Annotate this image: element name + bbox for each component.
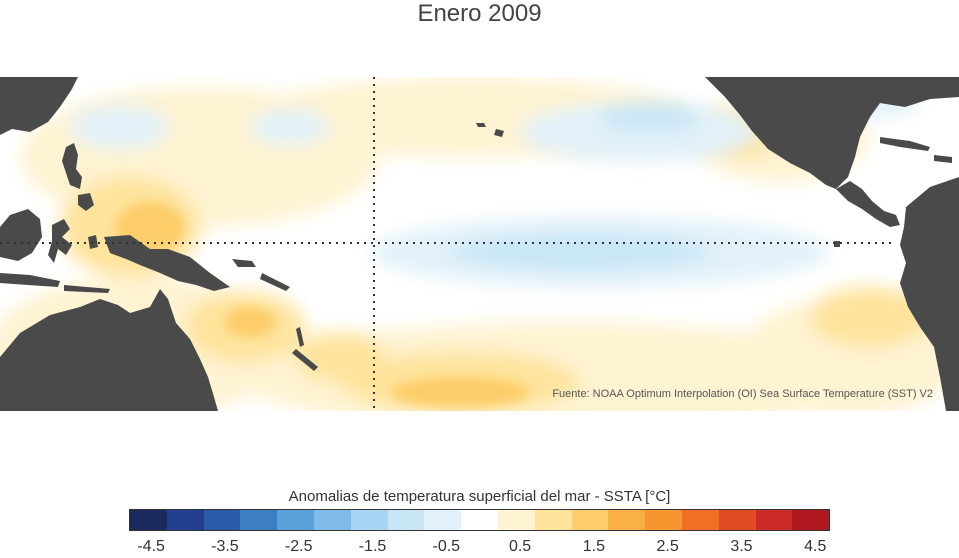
colorbar-tick-label: 3.5	[730, 538, 753, 555]
colorbar-cell	[277, 510, 314, 530]
colorbar-cell	[645, 510, 682, 530]
colorbar-cell	[608, 510, 646, 530]
colorbar-tick-label: -3.5	[211, 538, 239, 555]
cool-anomaly-field	[70, 77, 920, 287]
land-philippines	[62, 143, 82, 189]
colorbar-cell	[755, 510, 793, 530]
colorbar-tick-label: -4.5	[137, 538, 165, 555]
colorbar-tick-label: 0.5	[508, 538, 532, 555]
colorbar-cell	[497, 510, 535, 530]
land-south-america	[900, 177, 959, 411]
land-galapagos	[834, 241, 840, 247]
colorbar-cell	[461, 510, 498, 530]
land-vanuatu	[296, 327, 304, 347]
colorbar-tick-label: 2.5	[656, 538, 679, 555]
colorbar-cell	[792, 510, 830, 530]
colorbar-cell	[240, 510, 278, 530]
colorbar-cell	[166, 510, 204, 530]
colorbar-cell	[534, 510, 572, 530]
land-cuba	[880, 137, 930, 151]
map-title: Enero 2009	[417, 0, 542, 27]
land-hawaii	[476, 123, 486, 127]
land-australia	[0, 289, 218, 411]
colorbar-tick-label: 1.5	[582, 538, 605, 555]
colorbar-label: Anomalias de temperatura superficial del…	[288, 488, 671, 505]
land-hawaii-big	[494, 129, 504, 137]
colorbar	[129, 509, 830, 531]
land-java	[0, 273, 60, 287]
land-solomon	[260, 273, 290, 291]
land-sulawesi	[48, 219, 72, 263]
colorbar-tick-label: -1.5	[358, 538, 387, 555]
sst-anomaly-map	[0, 77, 959, 411]
colorbar-cell	[313, 510, 351, 530]
colorbar-cell	[424, 510, 462, 530]
colorbar-tick-label: -2.5	[284, 538, 313, 555]
colorbar-cell	[718, 510, 756, 530]
colorbar-cell	[387, 510, 425, 530]
land-hispaniola	[934, 155, 952, 163]
land-central-america	[836, 181, 900, 227]
land-lesser-sunda	[64, 285, 110, 293]
land-new-britain	[232, 259, 256, 267]
land-masses	[0, 77, 959, 411]
colorbar-cell	[203, 510, 241, 530]
land-new-caledonia	[292, 349, 318, 371]
map-canvas	[0, 77, 959, 411]
land-asia	[0, 77, 78, 135]
land-borneo	[0, 209, 42, 261]
colorbar-cell	[350, 510, 388, 530]
colorbar-ticks: -4.5 -3.5 -2.5 -1.5 -0.5 0.5 1.5 2.5 3.5 4.5	[0, 538, 959, 558]
land-north-america	[705, 77, 959, 189]
colorbar-tick-label: -0.5	[432, 538, 461, 555]
land-philippines-south	[78, 193, 94, 211]
land-new-guinea	[104, 235, 230, 291]
colorbar-tick-label: 4.5	[804, 538, 827, 555]
source-note: Fuente: NOAA Optimum Interpolation (OI) …	[552, 388, 933, 400]
colorbar-cell	[681, 510, 719, 530]
colorbar-cell	[130, 510, 167, 530]
colorbar-cell	[571, 510, 609, 530]
